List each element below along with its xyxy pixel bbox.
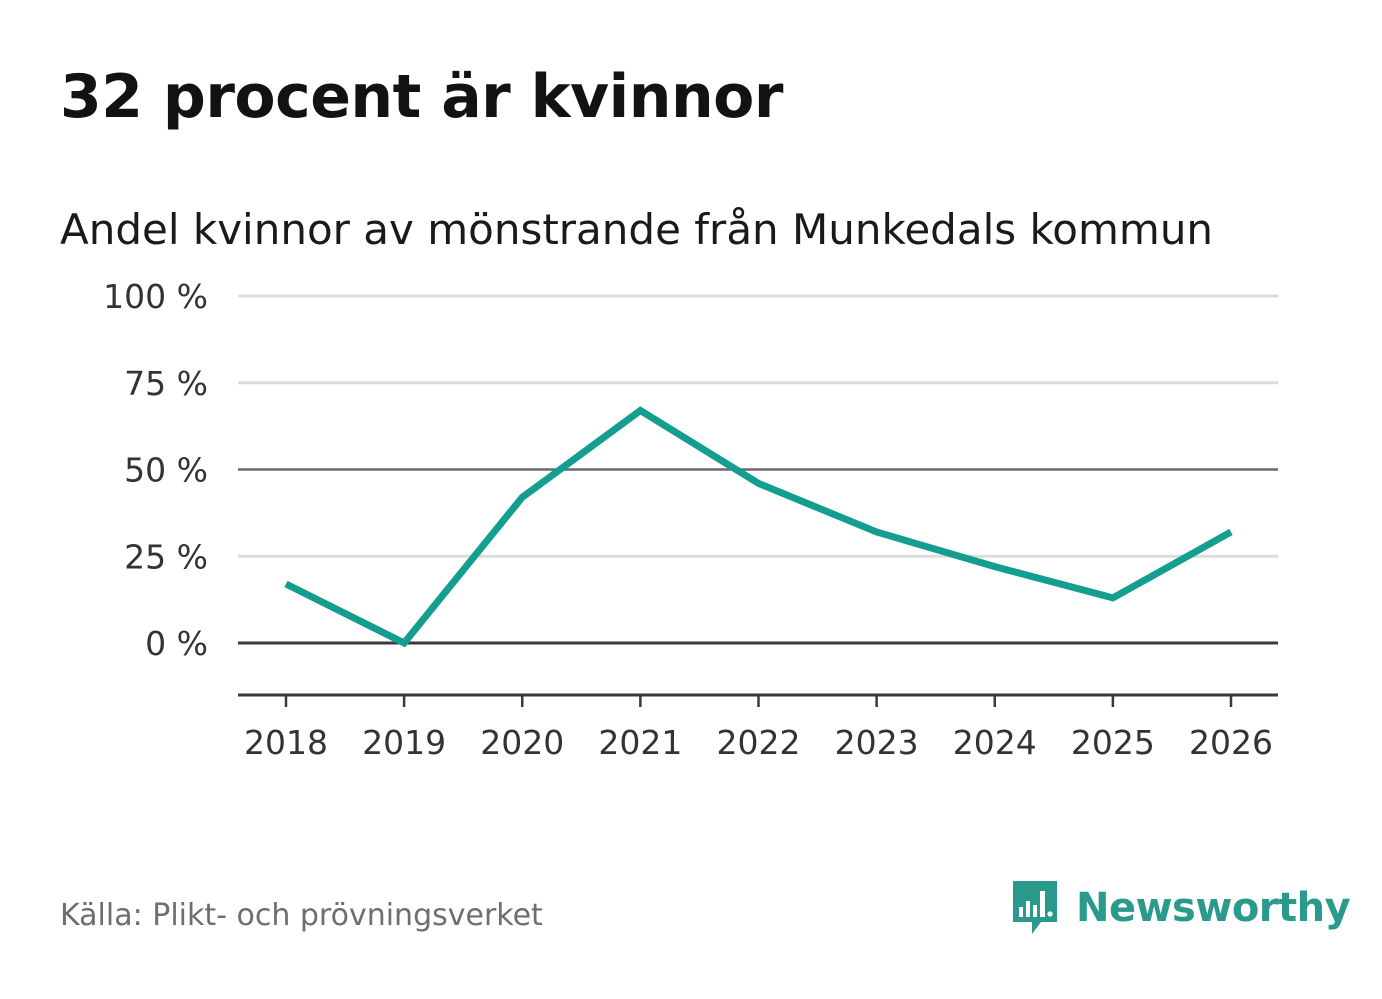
x-axis: 2018 2019 2020 2021 2022 2023 2024 2025 2026 xyxy=(238,693,1278,762)
chart-title: 32 procent är kvinnor xyxy=(60,62,783,132)
source-note: Källa: Plikt- och prövningsverket xyxy=(60,898,543,933)
brand-name: Newsworthy xyxy=(1076,885,1351,931)
brand-logo: Newsworthy xyxy=(1010,876,1351,940)
x-tick-label-2021: 2021 xyxy=(598,723,682,762)
y-tick-label-75: 75 % xyxy=(124,364,208,403)
y-tick-label-25: 25 % xyxy=(124,537,208,576)
x-tick-label-2025: 2025 xyxy=(1071,723,1155,762)
y-tick-label-0: 0 % xyxy=(145,624,208,663)
x-tick-label-2019: 2019 xyxy=(362,723,446,762)
gridlines xyxy=(238,294,1278,645)
y-tick-label-100: 100 % xyxy=(103,277,208,316)
x-tick-label-2020: 2020 xyxy=(480,723,564,762)
series-line-0 xyxy=(284,406,1233,648)
x-tick-label-2026: 2026 xyxy=(1189,723,1273,762)
x-tick-label-2022: 2022 xyxy=(717,723,801,762)
x-tick-label-2023: 2023 xyxy=(835,723,919,762)
chart-subtitle: Andel kvinnor av mönstrande från Munkeda… xyxy=(60,205,1214,254)
y-axis-ticks: 0 % 25 % 50 % 75 % 100 % xyxy=(103,277,208,663)
series-layer xyxy=(284,406,1233,648)
x-tick-label-2024: 2024 xyxy=(953,723,1037,762)
x-tick-label-2018: 2018 xyxy=(244,723,328,762)
y-tick-label-50: 50 % xyxy=(124,451,208,490)
newsworthy-logo-icon xyxy=(1013,881,1057,934)
